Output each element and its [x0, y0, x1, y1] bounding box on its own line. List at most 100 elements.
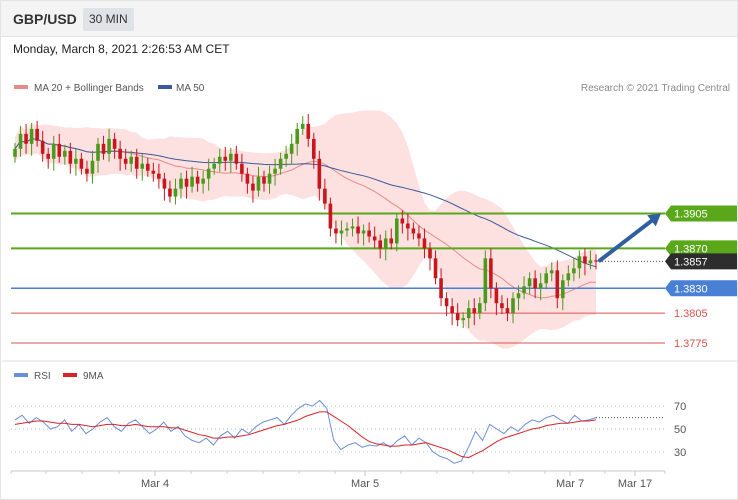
- rsi-tick-label: 50: [674, 424, 686, 436]
- candle-up: [179, 178, 183, 189]
- candle-down: [356, 226, 360, 234]
- price-level-tag: [665, 253, 737, 270]
- ma50-line: [14, 138, 597, 268]
- candle-down: [168, 188, 172, 197]
- candle-up: [561, 280, 565, 299]
- forecast-arrow-head: [647, 213, 661, 227]
- price-level-label: 1.3905: [674, 209, 708, 221]
- candle-up: [383, 238, 388, 249]
- candle-up: [18, 133, 23, 149]
- candle-down: [417, 233, 421, 239]
- candle-up: [395, 218, 399, 244]
- candle-down: [439, 278, 443, 299]
- candle-down: [328, 203, 333, 229]
- candle-up: [190, 176, 194, 187]
- price-level-tag: [665, 280, 737, 297]
- candle-down: [157, 173, 161, 179]
- rsi-line: [14, 399, 597, 464]
- candle-up: [466, 308, 471, 319]
- candle-down: [79, 158, 84, 169]
- candle-up: [74, 158, 78, 164]
- x-axis: Mar 4 Mar 5 Mar 7 Mar 17: [10, 471, 666, 490]
- candle-up: [129, 156, 133, 164]
- candle-down: [262, 176, 266, 184]
- candle-down: [195, 176, 200, 184]
- rsi-gridlines: [11, 405, 665, 453]
- candle-down: [123, 158, 128, 164]
- candle-up: [173, 188, 178, 197]
- rsi-ma-legend-swatch: [63, 373, 77, 377]
- symbol-label: GBP/USD: [13, 11, 77, 27]
- candle-down: [223, 156, 228, 161]
- candle-down: [406, 223, 410, 229]
- x-tick-label: Mar 17: [618, 478, 652, 490]
- candle-up: [522, 286, 526, 294]
- rsi-legend-swatch: [14, 373, 28, 377]
- ma20-legend-swatch: [14, 85, 28, 89]
- candle-down: [455, 313, 460, 321]
- forecast-arrow-shaft: [598, 218, 654, 263]
- timeframe-button[interactable]: 30 MIN: [83, 8, 134, 31]
- ma50-legend-swatch: [158, 85, 172, 89]
- candle-up: [483, 258, 488, 304]
- candle-up: [300, 123, 305, 129]
- candle-up: [284, 153, 288, 159]
- candle-up: [278, 158, 283, 169]
- candle-up: [217, 156, 222, 164]
- price-level-label: 1.3805: [674, 308, 708, 320]
- candle-up: [206, 168, 211, 179]
- candle-down: [583, 256, 587, 264]
- candle-down: [500, 303, 504, 309]
- candle-down: [323, 188, 327, 204]
- candle-down: [433, 258, 438, 279]
- candle-down: [46, 153, 50, 159]
- rsi-legend-label: RSI: [34, 371, 51, 382]
- candle-up: [295, 128, 299, 144]
- candle-up: [63, 150, 67, 157]
- price-level-label: 1.3870: [674, 243, 708, 255]
- candle-down: [400, 218, 405, 224]
- candle-down: [234, 153, 239, 164]
- candle-up: [212, 163, 216, 169]
- candle-up: [577, 256, 582, 269]
- candle-down: [118, 148, 122, 159]
- candle-up: [273, 168, 277, 174]
- candle-up: [478, 303, 482, 314]
- candle-up: [516, 293, 521, 299]
- candle-down: [411, 228, 416, 234]
- candle-down: [472, 308, 477, 314]
- candle-up: [140, 163, 145, 169]
- bollinger-band: [15, 110, 596, 349]
- price-levels: [11, 212, 665, 344]
- candle-up: [538, 283, 543, 289]
- candle-up: [572, 268, 576, 274]
- candle-up: [267, 173, 272, 184]
- candle-up: [229, 153, 233, 161]
- candle-down: [505, 308, 510, 314]
- candle-up: [544, 273, 548, 284]
- rsi-ma-line: [14, 411, 597, 459]
- candle-down: [35, 128, 39, 141]
- candle-up: [527, 278, 532, 287]
- candle-up: [51, 143, 56, 159]
- candle-down: [378, 240, 382, 249]
- candle-down: [306, 123, 311, 139]
- price-legend: MA 20 + Bollinger Bands MA 50 Research ©…: [14, 83, 730, 94]
- candle-up: [339, 230, 344, 234]
- candle-down: [450, 306, 454, 314]
- ma20-legend-label: MA 20 + Bollinger Bands: [34, 83, 144, 94]
- rsi-tick-label: 70: [674, 401, 686, 413]
- candle-up: [107, 138, 111, 154]
- candle-up: [549, 270, 554, 274]
- candle-down: [184, 178, 189, 187]
- candle-down: [444, 298, 449, 307]
- price-level-label: 1.3775: [674, 338, 708, 350]
- candle-down: [494, 288, 499, 304]
- candle-down: [555, 270, 560, 299]
- candle-up: [361, 230, 366, 234]
- candle-down: [312, 138, 316, 159]
- rsi-tick-label: 30: [674, 447, 686, 459]
- candle-down: [134, 156, 139, 169]
